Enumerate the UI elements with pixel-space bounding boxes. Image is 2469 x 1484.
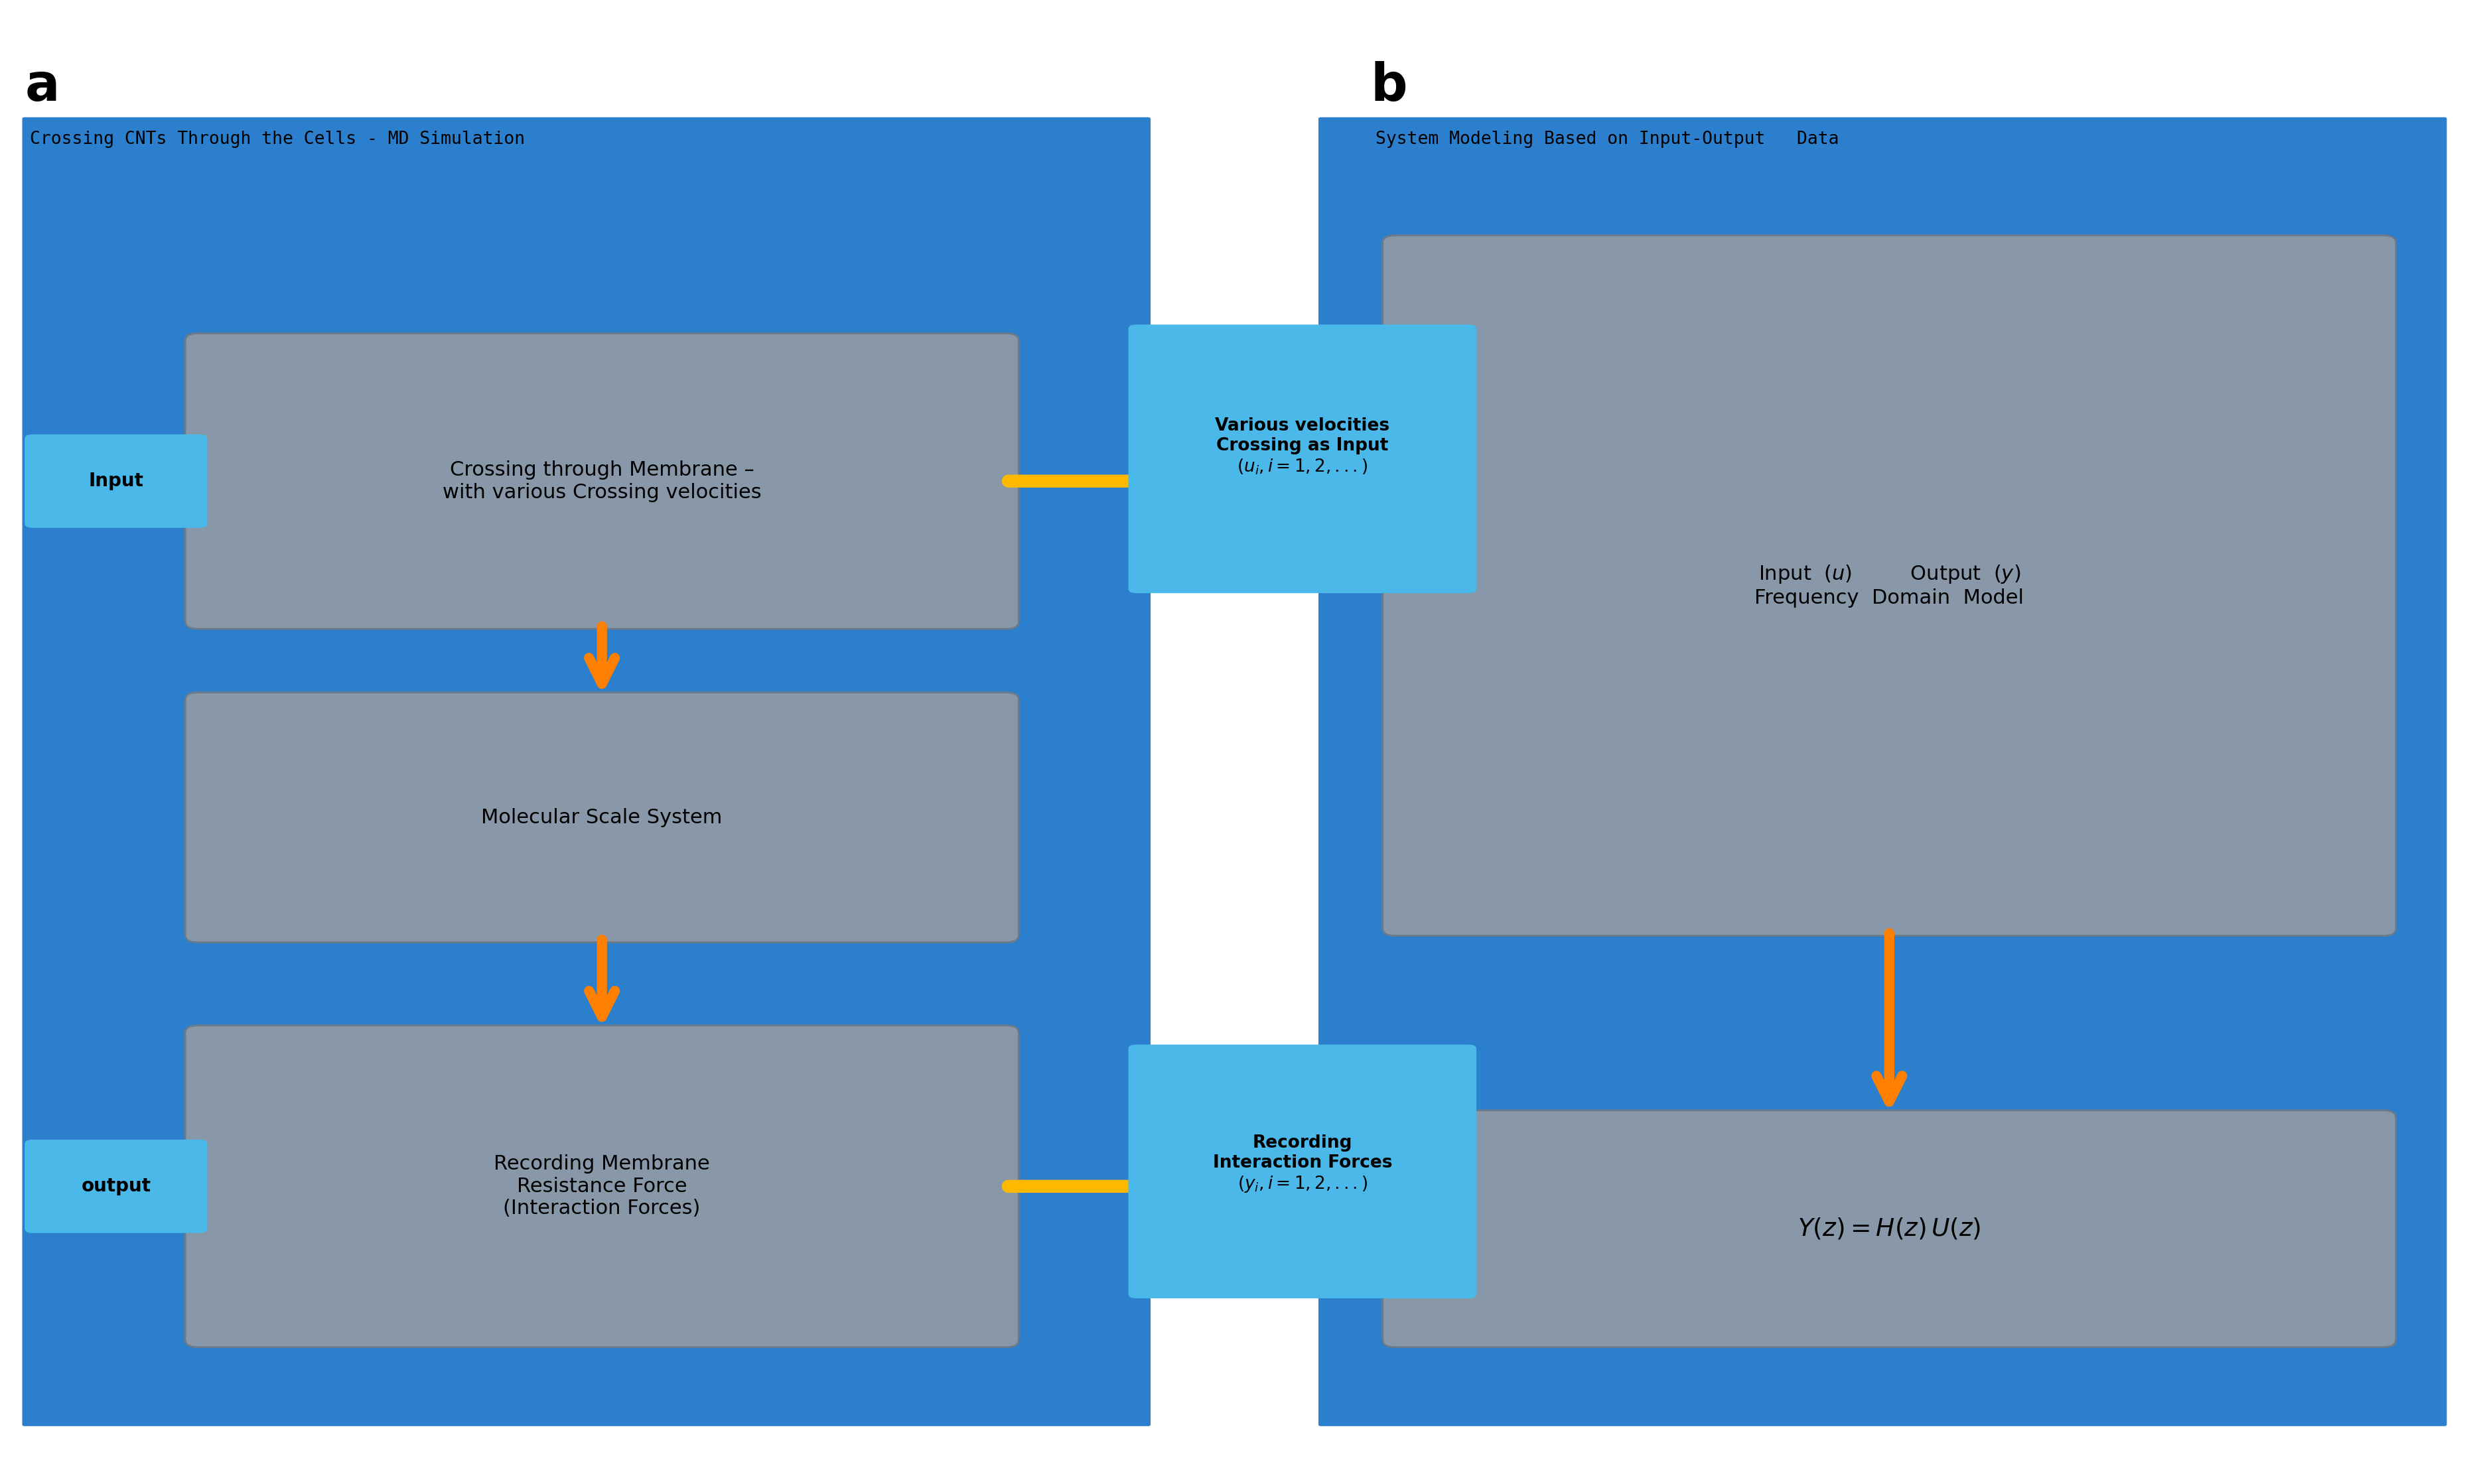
Text: Various velocities
Crossing as Input
$(u_i, i = 1,2, ...)$: Various velocities Crossing as Input $(u… — [1215, 417, 1390, 476]
Text: output: output — [81, 1177, 151, 1196]
Text: Crossing CNTs Through the Cells - MD Simulation: Crossing CNTs Through the Cells - MD Sim… — [30, 131, 526, 148]
Text: $Y(z) = H(z)\,U(z)$: $Y(z) = H(z)\,U(z)$ — [1797, 1217, 1980, 1241]
FancyBboxPatch shape — [185, 693, 1020, 942]
FancyBboxPatch shape — [1128, 1045, 1476, 1298]
FancyBboxPatch shape — [1318, 117, 2447, 1426]
Text: Crossing through Membrane –
with various Crossing velocities: Crossing through Membrane – with various… — [442, 460, 760, 502]
Text: Molecular Scale System: Molecular Scale System — [481, 807, 723, 827]
Text: b: b — [1370, 61, 1407, 111]
FancyBboxPatch shape — [185, 1025, 1020, 1347]
FancyBboxPatch shape — [185, 334, 1020, 629]
FancyBboxPatch shape — [25, 435, 207, 528]
Text: a: a — [25, 61, 59, 111]
FancyBboxPatch shape — [1383, 236, 2395, 936]
FancyBboxPatch shape — [1128, 325, 1476, 594]
Text: Input: Input — [89, 472, 143, 490]
FancyBboxPatch shape — [25, 1140, 207, 1233]
FancyBboxPatch shape — [22, 117, 1151, 1426]
Text: Recording
Interaction Forces
$(y_i, i = 1,2, ...)$: Recording Interaction Forces $(y_i, i = … — [1212, 1134, 1393, 1195]
FancyBboxPatch shape — [1383, 1110, 2395, 1347]
Text: System Modeling Based on Input-Output   Data: System Modeling Based on Input-Output Da… — [1375, 131, 1839, 148]
Text: Recording Membrane
Resistance Force
(Interaction Forces): Recording Membrane Resistance Force (Int… — [494, 1155, 711, 1218]
Text: Input  $(u)$         Output  $(y)$
Frequency  Domain  Model: Input $(u)$ Output $(y)$ Frequency Domai… — [1755, 564, 2025, 607]
